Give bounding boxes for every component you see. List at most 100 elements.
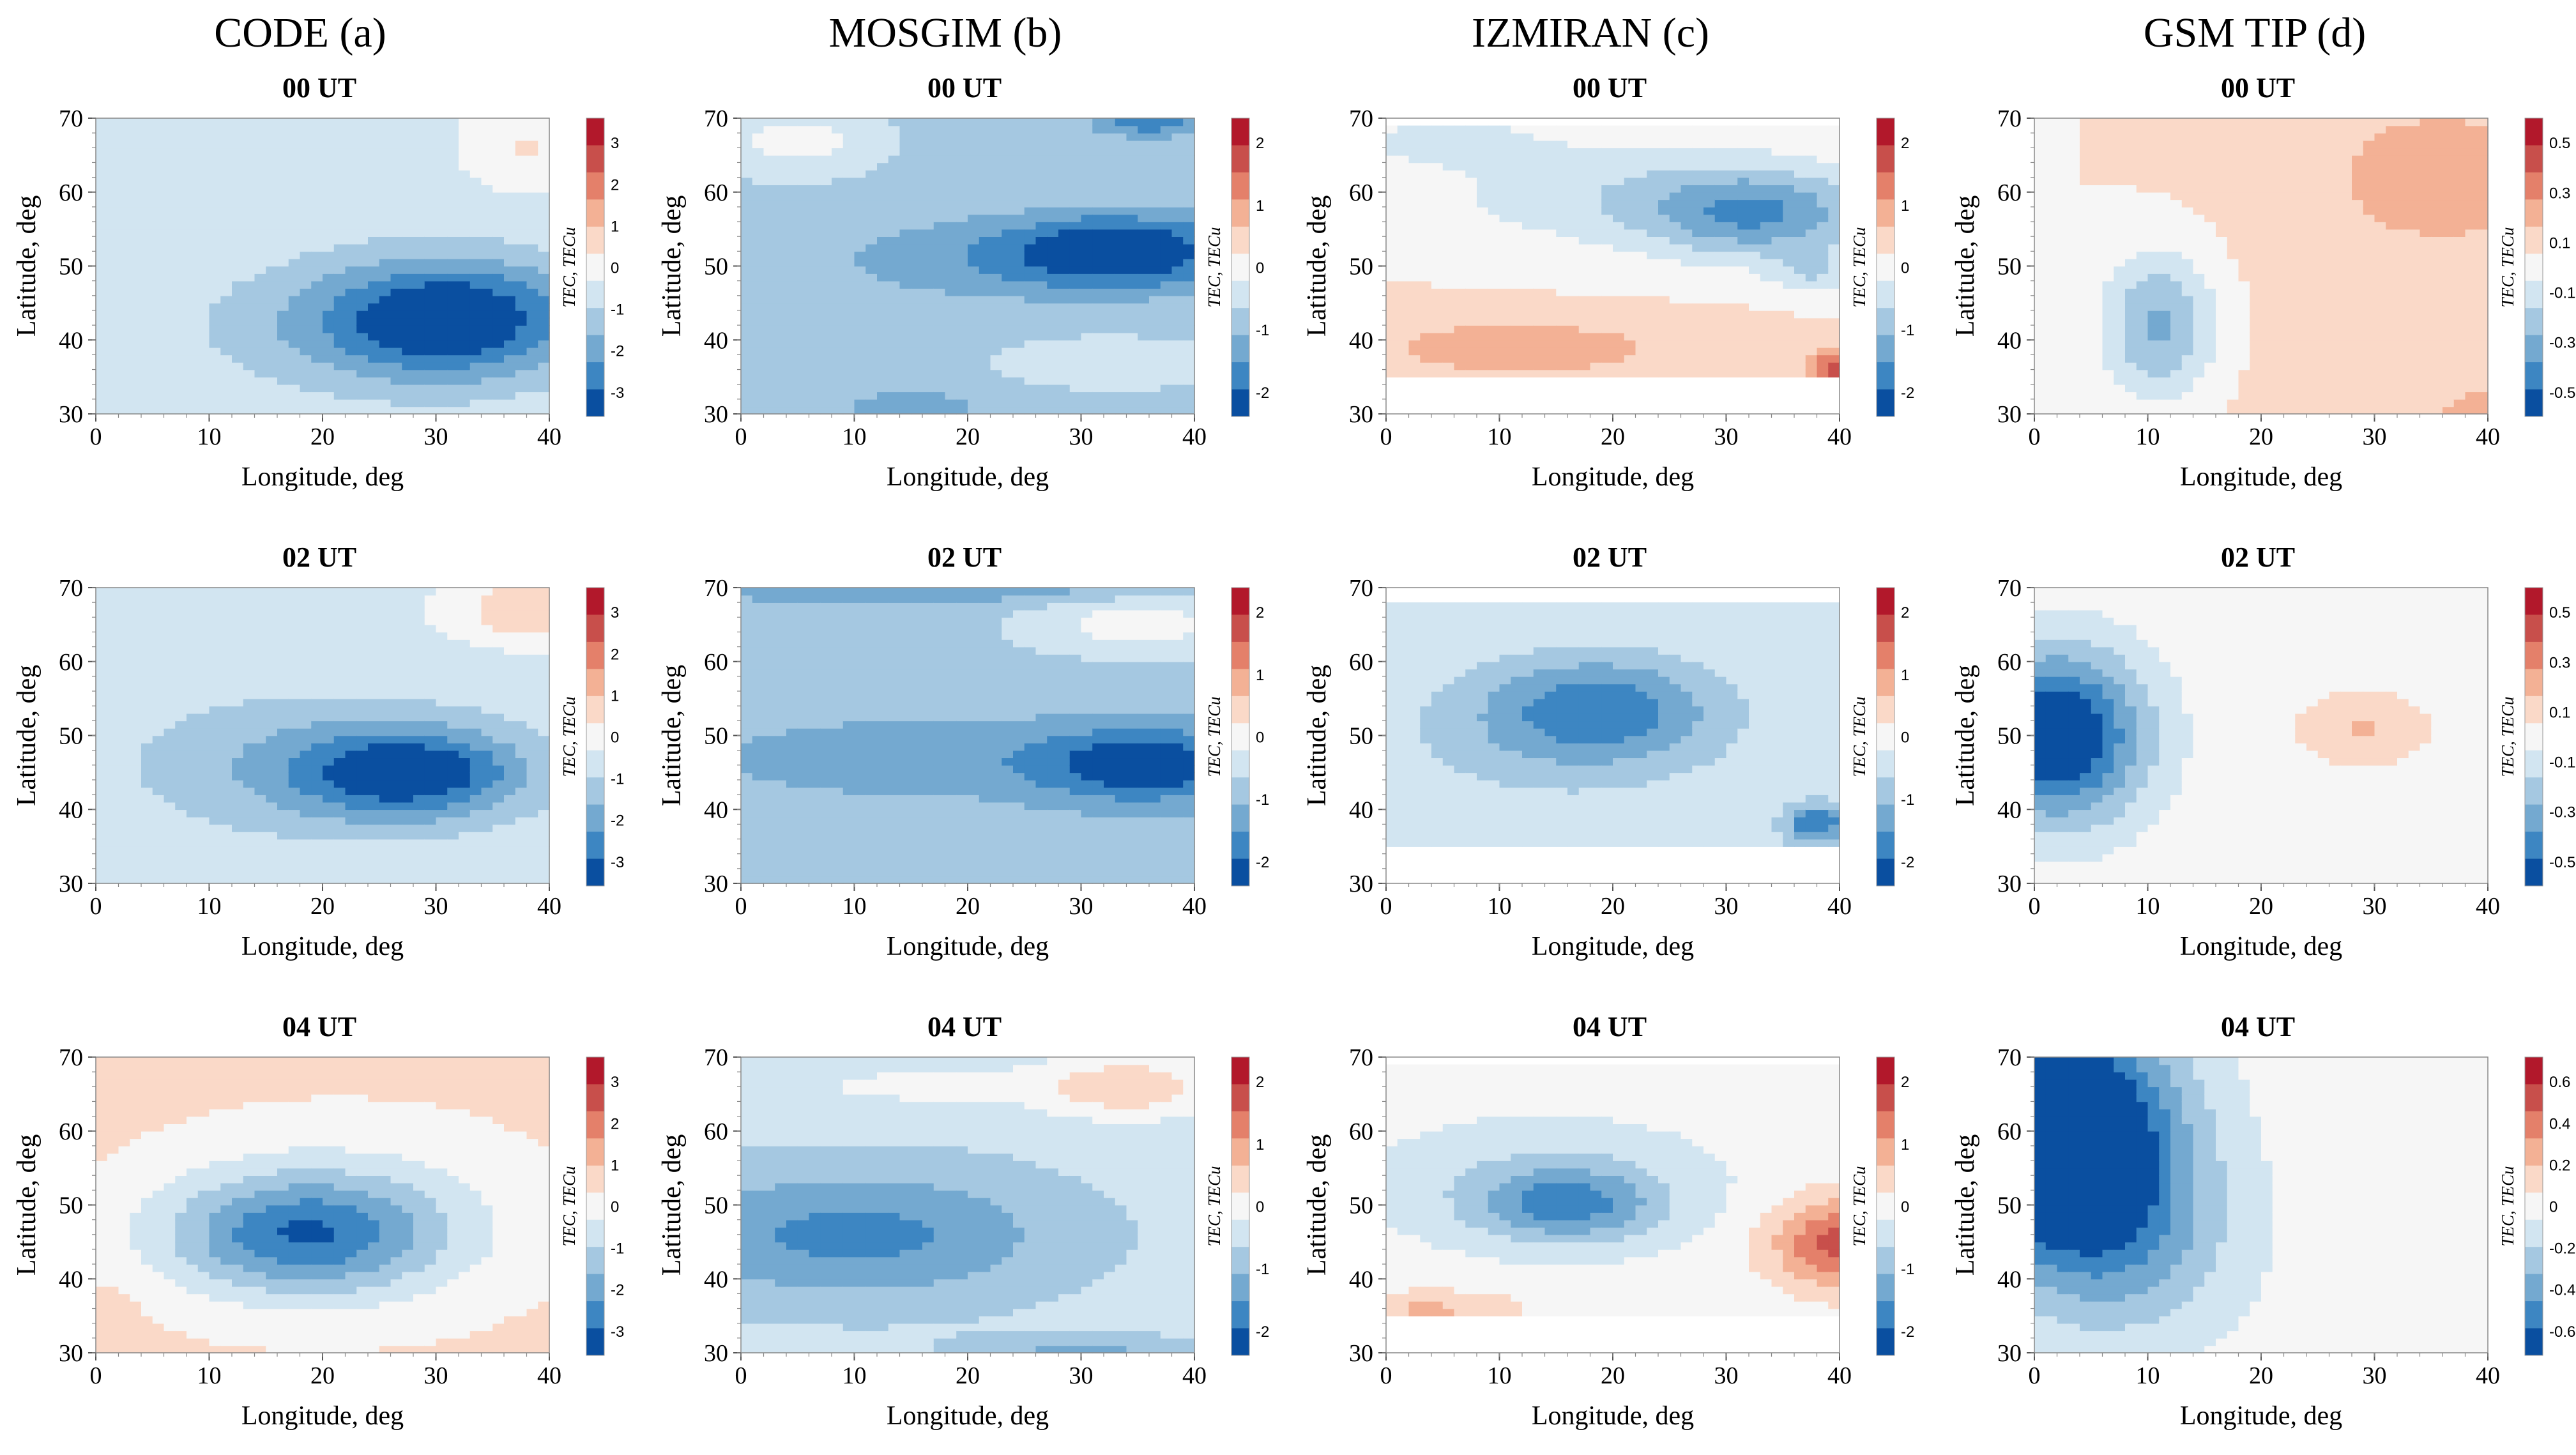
heatmap-cell (1681, 259, 1693, 266)
heatmap-cell (911, 126, 923, 133)
heatmap-cell (1081, 377, 1094, 385)
heatmap-cell (220, 118, 232, 126)
heatmap-cell (1081, 303, 1094, 310)
heatmap-cell (1737, 170, 1749, 178)
heatmap-cell (527, 229, 539, 237)
heatmap-cell (968, 162, 980, 170)
heatmap-cell (198, 281, 210, 289)
heatmap-cell (1149, 126, 1161, 133)
heatmap-cell (198, 162, 210, 170)
heatmap-cell (391, 325, 403, 333)
heatmap-cell (198, 214, 210, 222)
heatmap-cell (492, 392, 505, 399)
heatmap-cell (1025, 333, 1037, 340)
heatmap-cell (164, 133, 176, 141)
heatmap-cell (934, 133, 946, 141)
heatmap-cell (232, 340, 244, 347)
heatmap-cell (311, 385, 323, 392)
heatmap-cell (1806, 141, 1818, 148)
heatmap-cell (1500, 266, 1512, 274)
heatmap-cell (979, 118, 991, 126)
heatmap-cell (855, 392, 867, 399)
heatmap-cell (187, 362, 199, 370)
heatmap-cell (232, 148, 244, 155)
heatmap-cell (1081, 207, 1094, 215)
heatmap-cell (1783, 229, 1795, 237)
heatmap-cell (865, 207, 878, 215)
heatmap-cell (356, 377, 369, 385)
heatmap-cell (2068, 244, 2080, 252)
heatmap-cell (277, 347, 289, 355)
heatmap-cell (1817, 178, 1829, 185)
heatmap-cell (1115, 244, 1127, 252)
heatmap-cell (1127, 118, 1139, 126)
heatmap-cell (1726, 185, 1739, 192)
heatmap-cell (979, 214, 991, 222)
heatmap-cell (1025, 214, 1037, 222)
heatmap-cell (1737, 273, 1749, 281)
heatmap-cell (2034, 392, 2046, 399)
heatmap-cell (820, 141, 832, 148)
heatmap-cell (1465, 296, 1477, 303)
heatmap-cell (356, 192, 369, 200)
heatmap-cell (1036, 310, 1048, 318)
heatmap-cell (323, 207, 335, 215)
heatmap-cell (775, 399, 787, 407)
heatmap-cell (968, 399, 980, 407)
heatmap-cell (1624, 185, 1636, 192)
heatmap-cell (413, 318, 425, 326)
heatmap-cell (2057, 310, 2069, 318)
heatmap-cell (413, 303, 425, 310)
heatmap-cell (752, 399, 765, 407)
heatmap-cell (1081, 192, 1094, 200)
heatmap-cell (447, 185, 459, 192)
heatmap-cell (266, 406, 278, 414)
heatmap-cell (764, 354, 776, 362)
heatmap-cell (1081, 229, 1094, 237)
heatmap-cell (1760, 296, 1772, 303)
heatmap-cell (1127, 185, 1139, 192)
heatmap-cell (1036, 288, 1048, 296)
heatmap-cell (311, 318, 323, 326)
heatmap-cell (2068, 148, 2080, 155)
heatmap-cell (1624, 340, 1636, 347)
heatmap-cell (2068, 310, 2080, 318)
heatmap-cell (865, 406, 878, 414)
heatmap-cell (266, 266, 278, 274)
heatmap-cell (130, 273, 142, 281)
heatmap-cell (220, 236, 232, 244)
heatmap-cell (741, 214, 753, 222)
heatmap-cell (865, 325, 878, 333)
heatmap-cell (130, 340, 142, 347)
heatmap-cell (945, 133, 957, 141)
heatmap-cell (1047, 155, 1059, 163)
heatmap-cell (1749, 126, 1761, 133)
heatmap-cell (786, 392, 798, 399)
heatmap-cell (153, 377, 165, 385)
heatmap-cell (119, 244, 131, 252)
heatmap-cell (527, 259, 539, 266)
heatmap-cell (888, 133, 901, 141)
heatmap-cell (492, 222, 505, 229)
heatmap-cell (356, 296, 369, 303)
heatmap-cell (379, 141, 392, 148)
heatmap-cell (1534, 288, 1546, 296)
heatmap-cell (1715, 259, 1727, 266)
heatmap-cell (356, 236, 369, 244)
heatmap-cell (2068, 222, 2080, 229)
heatmap-cell (391, 199, 403, 207)
heatmap-cell (232, 170, 244, 178)
heatmap-cell (1534, 325, 1546, 333)
heatmap-cell (1172, 377, 1184, 385)
heatmap-cell (107, 340, 119, 347)
heatmap-cell (843, 118, 855, 126)
heatmap-cell (1398, 259, 1410, 266)
heatmap-cell (775, 406, 787, 414)
heatmap-cell (798, 392, 810, 399)
heatmap-cell (425, 126, 437, 133)
colorbar-swatch (586, 308, 604, 335)
heatmap-cell (1172, 406, 1184, 414)
heatmap-cell (356, 118, 369, 126)
heatmap-cell (1070, 318, 1082, 326)
heatmap-cell (1772, 333, 1784, 340)
